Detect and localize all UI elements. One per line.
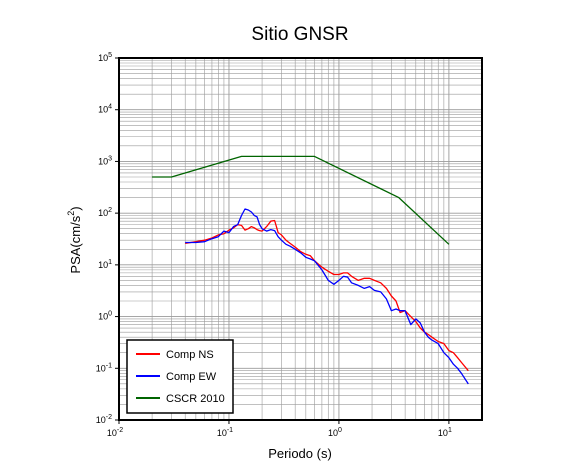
y-tick-label: 103	[98, 155, 112, 166]
x-axis-title: Periodo (s)	[268, 446, 332, 461]
y-tick-label: 104	[98, 104, 112, 115]
y-axis-title-base: PSA(cm/s	[68, 215, 83, 273]
series-line-ew	[185, 208, 469, 385]
y-axis-title-exp: 2	[66, 211, 76, 216]
y-tick-label: 102	[98, 207, 112, 218]
x-tick-label: 10-1	[217, 427, 233, 438]
chart-title: Sitio GNSR	[251, 24, 348, 45]
legend-label-ns: Comp NS	[166, 349, 214, 361]
y-tick-label: 10-1	[96, 362, 112, 373]
y-axis: 10-2 10-1 100 101 102 103 104 105	[96, 52, 119, 425]
series-line-cscr	[152, 155, 450, 245]
x-tick-label: 101	[438, 427, 452, 438]
x-tick-label: 10-2	[107, 427, 123, 438]
y-axis-title-close: )	[68, 206, 83, 210]
legend-label-ew: Comp EW	[166, 371, 217, 383]
series-layer	[152, 155, 469, 385]
y-tick-label: 10-2	[96, 414, 112, 425]
legend-label-cscr: CSCR 2010	[166, 393, 225, 405]
legend: Comp NS Comp EW CSCR 2010	[126, 339, 234, 414]
chart-grid	[118, 57, 483, 421]
x-axis: 10-2 10-1 100 101	[107, 420, 452, 438]
x-tick-label: 100	[328, 427, 342, 438]
y-tick-label: 101	[98, 259, 112, 270]
plot-frame	[118, 57, 483, 421]
y-tick-label: 100	[98, 311, 112, 322]
y-tick-label: 105	[98, 52, 112, 63]
series-line-ns	[185, 219, 469, 372]
y-axis-title: PSA(cm/s2)	[66, 206, 83, 273]
